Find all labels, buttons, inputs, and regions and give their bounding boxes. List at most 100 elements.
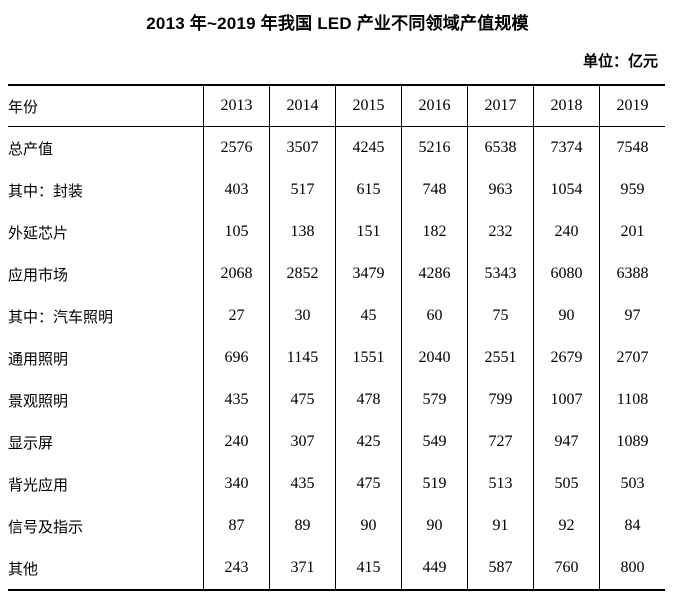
value-cell: 549: [401, 421, 468, 463]
value-cell: 2551: [467, 337, 534, 379]
value-cell: 435: [269, 463, 336, 505]
table-row: 通用照明 696 1145 1551 2040 2551 2679 2707: [8, 337, 665, 379]
value-cell: 6388: [599, 253, 665, 295]
value-cell: 3507: [269, 126, 336, 169]
value-cell: 7548: [599, 126, 665, 169]
table-row: 外延芯片 105 138 151 182 232 240 201: [8, 211, 665, 253]
table-row: 其中：汽车照明 27 30 45 60 75 90 97: [8, 295, 665, 337]
table-row: 背光应用 340 435 475 519 513 505 503: [8, 463, 665, 505]
value-cell: 90: [533, 295, 600, 337]
value-cell: 3479: [335, 253, 402, 295]
value-cell: 615: [335, 169, 402, 211]
value-cell: 75: [467, 295, 534, 337]
value-cell: 403: [203, 169, 270, 211]
value-cell: 1145: [269, 337, 336, 379]
value-cell: 340: [203, 463, 270, 505]
table-row: 总产值 2576 3507 4245 5216 6538 7374 7548: [8, 126, 665, 169]
table-body: 总产值 2576 3507 4245 5216 6538 7374 7548 其中：封装 403 5…: [8, 126, 665, 590]
page-title: 2013 年~2019 年我国 LED 产业不同领域产值规模: [146, 14, 529, 33]
value-cell: 4245: [335, 126, 402, 169]
value-cell: 240: [203, 421, 270, 463]
value-cell: 201: [599, 211, 665, 253]
table-row: 应用市场 2068 2852 3479 4286 5343 6080 6388: [8, 253, 665, 295]
value-cell: 87: [203, 505, 270, 547]
value-cell: 696: [203, 337, 270, 379]
year-header: 2015: [335, 85, 402, 127]
value-cell: 2707: [599, 337, 665, 379]
value-cell: 435: [203, 379, 270, 421]
value-cell: 1551: [335, 337, 402, 379]
year-header: 2019: [599, 85, 665, 127]
row-label: 景观照明: [8, 393, 69, 410]
value-cell: 519: [401, 463, 468, 505]
table-row: 其中：封装 403 517 615 748 963 1054 959: [8, 169, 665, 211]
value-cell: 151: [335, 211, 402, 253]
value-cell: 2576: [203, 126, 270, 169]
value-cell: 60: [401, 295, 468, 337]
value-cell: 2852: [269, 253, 336, 295]
data-table: 年份 2013 2014 2015 2016 2017 2018 2019 总产值 2576 35…: [8, 84, 665, 591]
value-cell: 90: [335, 505, 402, 547]
row-label: 信号及指示: [8, 519, 84, 536]
value-cell: 371: [269, 547, 336, 590]
value-cell: 963: [467, 169, 534, 211]
year-header: 2013: [203, 85, 270, 127]
row-label: 总产值: [8, 141, 54, 158]
row-label: 背光应用: [8, 477, 69, 494]
value-cell: 1108: [599, 379, 665, 421]
value-cell: 105: [203, 211, 270, 253]
year-header: 2018: [533, 85, 600, 127]
row-label: 其中：汽车照明: [8, 309, 114, 326]
value-cell: 478: [335, 379, 402, 421]
table-head: 年份 2013 2014 2015 2016 2017 2018 2019: [8, 85, 665, 127]
value-cell: 1089: [599, 421, 665, 463]
value-cell: 579: [401, 379, 468, 421]
value-cell: 138: [269, 211, 336, 253]
value-cell: 505: [533, 463, 600, 505]
value-cell: 5216: [401, 126, 468, 169]
value-cell: 232: [467, 211, 534, 253]
value-cell: 748: [401, 169, 468, 211]
row-label: 外延芯片: [8, 225, 69, 242]
value-cell: 90: [401, 505, 468, 547]
value-cell: 240: [533, 211, 600, 253]
value-cell: 5343: [467, 253, 534, 295]
value-cell: 449: [401, 547, 468, 590]
value-cell: 243: [203, 547, 270, 590]
value-cell: 6080: [533, 253, 600, 295]
table-row: 信号及指示 87 89 90 90 91 92 84: [8, 505, 665, 547]
value-cell: 45: [335, 295, 402, 337]
value-cell: 415: [335, 547, 402, 590]
row-label: 其中：封装: [8, 183, 84, 200]
table-row: 其他 243 371 415 449 587 760 800: [8, 547, 665, 590]
value-cell: 84: [599, 505, 665, 547]
value-cell: 6538: [467, 126, 534, 169]
value-cell: 30: [269, 295, 336, 337]
value-cell: 587: [467, 547, 534, 590]
year-header: 2016: [401, 85, 468, 127]
value-cell: 475: [269, 379, 336, 421]
year-header: 2017: [467, 85, 534, 127]
row-label: 显示屏: [8, 435, 54, 452]
value-cell: 2040: [401, 337, 468, 379]
value-cell: 517: [269, 169, 336, 211]
value-cell: 182: [401, 211, 468, 253]
value-cell: 307: [269, 421, 336, 463]
unit-label: 单位：亿元: [582, 54, 658, 70]
value-cell: 513: [467, 463, 534, 505]
value-cell: 7374: [533, 126, 600, 169]
value-cell: 727: [467, 421, 534, 463]
value-cell: 947: [533, 421, 600, 463]
year-header: 2014: [269, 85, 336, 127]
year-column-label: 年份: [8, 99, 39, 116]
value-cell: 1054: [533, 169, 600, 211]
value-cell: 2068: [203, 253, 270, 295]
value-cell: 475: [335, 463, 402, 505]
value-cell: 2679: [533, 337, 600, 379]
value-cell: 959: [599, 169, 665, 211]
value-cell: 4286: [401, 253, 468, 295]
value-cell: 97: [599, 295, 665, 337]
value-cell: 799: [467, 379, 534, 421]
row-label: 应用市场: [8, 267, 69, 284]
